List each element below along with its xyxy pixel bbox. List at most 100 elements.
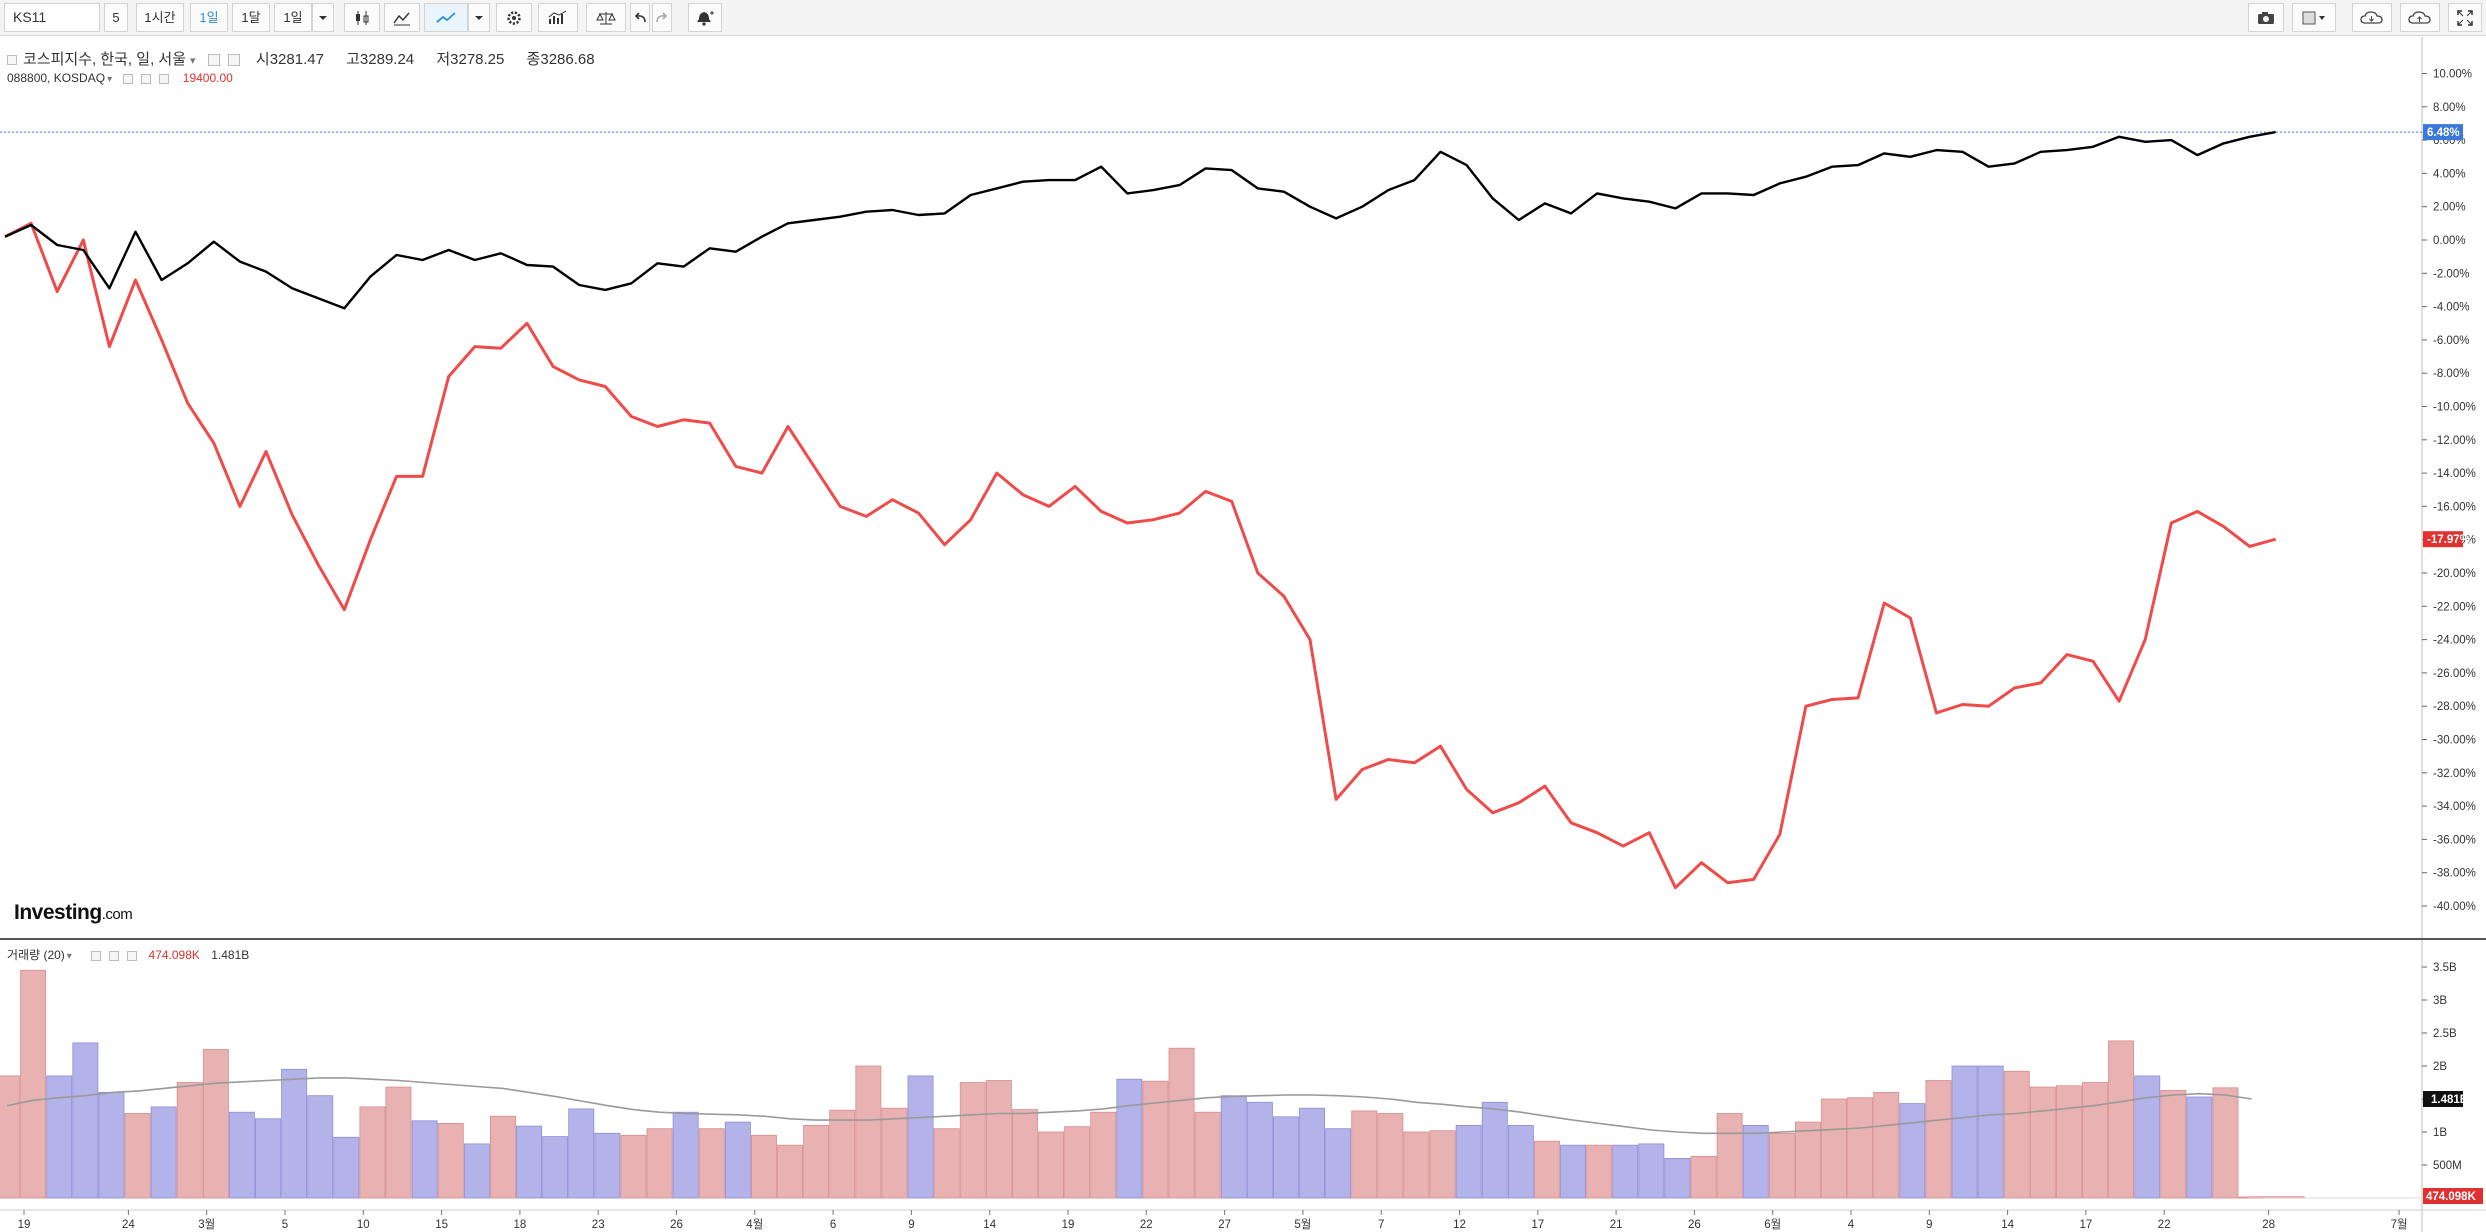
range-1h-button[interactable]: 1시간 [136, 3, 184, 32]
symbol-search-input[interactable]: KS11 [4, 3, 100, 32]
x-tick-label: 4 [1848, 1219, 1855, 1231]
volume-bar [1429, 1130, 1456, 1199]
y-tick-label: -8.00% [2433, 368, 2469, 380]
compare-series-name: 088800, KOSDAQ [7, 71, 106, 85]
volume-bar [2160, 1089, 2187, 1199]
volume-bar [1873, 1091, 1900, 1199]
eye-icon[interactable] [207, 54, 220, 67]
settings-icon[interactable] [227, 54, 240, 67]
settings-icon[interactable] [141, 73, 152, 84]
open-value: 3281.47 [269, 51, 324, 68]
volume-bar [150, 1106, 177, 1199]
volume-bar [359, 1106, 386, 1199]
chart-toolbar: KS11 5 1시간 1일 1달 1일 [0, 0, 2486, 36]
volume-bar [124, 1113, 151, 1199]
snapshot-button[interactable] [2248, 3, 2284, 32]
x-tick-label: 17 [1531, 1219, 1544, 1231]
range-1d-b-button[interactable]: 1일 [274, 3, 312, 32]
volume-bar [1090, 1111, 1117, 1199]
volume-bar [1273, 1116, 1299, 1199]
collapse-legend-icon[interactable] [7, 55, 17, 66]
remove-icon[interactable] [159, 73, 170, 84]
chevron-down-icon[interactable]: ▾ [66, 951, 72, 962]
alert-button[interactable] [688, 3, 722, 32]
x-tick-label: 14 [2001, 1219, 2014, 1231]
volume-bar [881, 1107, 908, 1199]
interval-badge[interactable]: 5 [104, 3, 128, 32]
volume-bar [1012, 1109, 1038, 1199]
volume-bar [1377, 1113, 1404, 1199]
undo-icon [634, 12, 646, 23]
volume-bar [385, 1086, 412, 1199]
x-tick-label: 28 [2262, 1219, 2275, 1231]
volume-bar [254, 1118, 281, 1199]
volume-bar [829, 1109, 856, 1199]
y-tick-label: -32.00% [2433, 768, 2476, 780]
volume-bar [1560, 1144, 1587, 1199]
volume-bar [1403, 1131, 1430, 1199]
line-type-button[interactable] [424, 3, 468, 32]
settings-button[interactable] [496, 3, 532, 32]
x-tick-label: 26 [670, 1219, 683, 1231]
chart-type-dropdown-button[interactable] [468, 3, 490, 32]
y-tick-label: -24.00% [2433, 635, 2476, 647]
indicators-icon [548, 10, 567, 24]
volume-bar [1299, 1107, 1326, 1199]
y-tick-label: 4.00% [2433, 168, 2466, 180]
camera-icon [2258, 12, 2274, 24]
compare-price-badge-bg [2423, 531, 2463, 548]
undo-button[interactable] [630, 3, 650, 32]
candle-type-button[interactable] [344, 3, 380, 32]
chevron-down-icon[interactable]: ▾ [190, 55, 196, 67]
volume-bar [1481, 1101, 1508, 1199]
settings-icon[interactable] [109, 950, 120, 961]
eye-icon[interactable] [123, 73, 134, 84]
eye-icon[interactable] [91, 950, 102, 961]
y-tick-label: 0.00% [2433, 235, 2466, 247]
high-value: 3289.24 [359, 51, 415, 68]
remove-icon[interactable] [127, 950, 138, 961]
indicators-button[interactable] [538, 3, 578, 32]
y-tick-label: -22.00% [2433, 601, 2476, 613]
layout-button[interactable] [2292, 3, 2336, 32]
investing-logo: Investing.com [14, 901, 133, 925]
price-chart[interactable]: 10.00%8.00%6.00%4.00%2.00%0.00%-2.00%-4.… [0, 37, 2486, 938]
x-tick-label: 9 [908, 1219, 914, 1231]
chevron-down-icon[interactable]: ▾ [107, 74, 113, 85]
y-tick-label: -38.00% [2433, 868, 2476, 880]
volume-bar [2081, 1082, 2108, 1199]
volume-bar [411, 1120, 438, 1199]
volume-bar [620, 1134, 647, 1199]
redo-button[interactable] [652, 3, 672, 32]
range-1m-button[interactable]: 1달 [232, 3, 270, 32]
volume-bar [1194, 1111, 1221, 1199]
x-tick-label: 4월 [746, 1218, 763, 1231]
compare-button[interactable] [586, 3, 626, 32]
volume-bar [1220, 1095, 1247, 1199]
open-label: 시 [255, 51, 270, 68]
compare-series-legend: 088800, KOSDAQ ▾ 19400.00 [7, 71, 241, 85]
y-tick-label: -36.00% [2433, 834, 2476, 846]
cloud-save-button[interactable] [2400, 3, 2440, 32]
range-dropdown-button[interactable] [312, 3, 334, 32]
volume-bar [1142, 1080, 1169, 1199]
fullscreen-button[interactable] [2448, 3, 2482, 32]
volume-last-badge: 474.098K [2426, 1191, 2477, 1203]
main-chart-panel[interactable]: 10.00% 8.00% 6.00% 4.00% 2.00% 0.00% -2.00% -4.… [0, 37, 2486, 938]
main-price-badge-bg [2423, 124, 2463, 141]
volume-tick-label: 3.5B [2433, 962, 2457, 974]
y-tick-label: -12.00% [2433, 435, 2476, 447]
x-tick-label: 12 [1453, 1219, 1466, 1231]
area-type-button[interactable] [384, 3, 420, 32]
volume-chart[interactable]: 3.5B3B2.5B2B1.5B1B500M1.481B474.098K1924… [0, 940, 2486, 1232]
volume-bar [0, 1075, 20, 1199]
x-tick-label: 15 [435, 1219, 448, 1231]
volume-bar [672, 1111, 699, 1199]
volume-bar [724, 1121, 751, 1199]
range-1d-button[interactable]: 1일 [190, 3, 228, 32]
x-tick-label: 6 [830, 1219, 836, 1231]
volume-tick-label: 3B [2433, 995, 2447, 1007]
volume-bar [2212, 1087, 2239, 1199]
volume-panel[interactable]: 3.5B3B2.5B2B1.5B1B500M1.481B474.098K1924… [0, 938, 2486, 1232]
cloud-load-button[interactable] [2352, 3, 2392, 32]
